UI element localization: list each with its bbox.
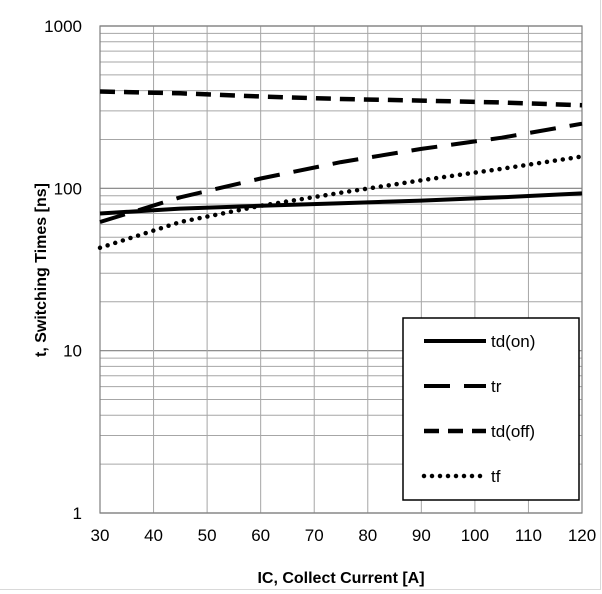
- legend-items: td(on) tr td(off) tf: [421, 332, 535, 486]
- x-tick-label: 120: [568, 526, 596, 545]
- x-tick-label: 110: [515, 526, 542, 545]
- y-axis-title: t, Switching Times [ns]: [33, 183, 50, 357]
- x-tick-label: 60: [251, 526, 270, 545]
- x-tick-label: 100: [461, 526, 489, 545]
- x-tick-label: 50: [198, 526, 217, 545]
- series-line-tf: [97, 154, 585, 251]
- legend-label-tf: tf: [491, 467, 501, 486]
- legend-label-tr: tr: [491, 377, 502, 396]
- x-tick-label: 90: [412, 526, 431, 545]
- series-line-tr: [99, 121, 583, 224]
- grid-lines: [99, 25, 583, 514]
- plot-area-border: [99, 25, 583, 514]
- legend-label-tdoff: td(off): [491, 422, 535, 441]
- series-line-tdon: [99, 191, 583, 216]
- y-tick-label: 10: [63, 342, 82, 361]
- x-tick-label: 40: [144, 526, 163, 545]
- y-tick-label: 100: [54, 179, 82, 198]
- series-line-tdoff: [99, 89, 583, 108]
- x-tick-label: 70: [305, 526, 324, 545]
- legend-label-tdon: td(on): [491, 332, 535, 351]
- y-tick-label: 1: [73, 504, 82, 523]
- series-lines: [97, 89, 585, 251]
- x-tick-label: 30: [91, 526, 110, 545]
- x-tick-label: 80: [358, 526, 377, 545]
- legend-box: [402, 317, 580, 501]
- x-axis-title: IC, Collect Current [A]: [257, 570, 424, 587]
- legend: td(on) tr td(off) tf: [402, 317, 580, 501]
- y-tick-label: 1000: [44, 17, 82, 36]
